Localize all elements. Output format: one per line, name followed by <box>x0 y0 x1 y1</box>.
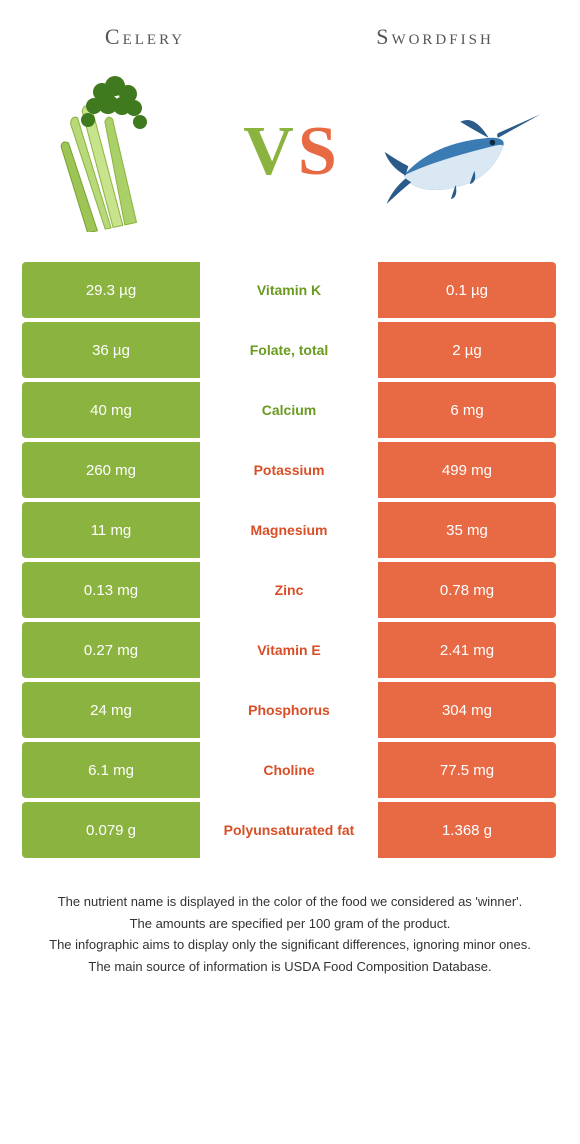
right-value: 0.78 mg <box>378 562 556 618</box>
nutrient-label: Potassium <box>200 442 378 498</box>
right-title: Swordfish <box>290 24 580 50</box>
right-value: 304 mg <box>378 682 556 738</box>
celery-image <box>30 72 200 232</box>
footer-line-3: The infographic aims to display only the… <box>38 935 542 955</box>
table-row: 40 mgCalcium6 mg <box>22 382 558 438</box>
left-value: 260 mg <box>22 442 200 498</box>
vs-v: V <box>243 112 294 192</box>
table-row: 0.13 mgZinc0.78 mg <box>22 562 558 618</box>
left-value: 24 mg <box>22 682 200 738</box>
table-row: 0.27 mgVitamin E2.41 mg <box>22 622 558 678</box>
swordfish-image <box>380 72 550 232</box>
table-row: 29.3 µgVitamin K0.1 µg <box>22 262 558 318</box>
right-value: 1.368 g <box>378 802 556 858</box>
nutrient-label: Vitamin E <box>200 622 378 678</box>
right-value: 77.5 mg <box>378 742 556 798</box>
table-row: 260 mgPotassium499 mg <box>22 442 558 498</box>
right-value: 35 mg <box>378 502 556 558</box>
table-row: 36 µgFolate, total2 µg <box>22 322 558 378</box>
footer-line-4: The main source of information is USDA F… <box>38 957 542 977</box>
table-row: 0.079 gPolyunsaturated fat1.368 g <box>22 802 558 858</box>
right-value: 0.1 µg <box>378 262 556 318</box>
table-row: 11 mgMagnesium35 mg <box>22 502 558 558</box>
left-value: 0.079 g <box>22 802 200 858</box>
nutrient-label: Choline <box>200 742 378 798</box>
vs-label: VS <box>243 112 337 192</box>
right-value: 2.41 mg <box>378 622 556 678</box>
comparison-table: 29.3 µgVitamin K0.1 µg36 µgFolate, total… <box>22 262 558 858</box>
nutrient-label: Zinc <box>200 562 378 618</box>
nutrient-label: Polyunsaturated fat <box>200 802 378 858</box>
left-value: 36 µg <box>22 322 200 378</box>
nutrient-label: Calcium <box>200 382 378 438</box>
left-value: 40 mg <box>22 382 200 438</box>
nutrient-label: Folate, total <box>200 322 378 378</box>
footer-line-1: The nutrient name is displayed in the co… <box>38 892 542 912</box>
nutrient-label: Phosphorus <box>200 682 378 738</box>
left-value: 0.27 mg <box>22 622 200 678</box>
right-value: 499 mg <box>378 442 556 498</box>
left-value: 11 mg <box>22 502 200 558</box>
footer-notes: The nutrient name is displayed in the co… <box>38 892 542 976</box>
left-title: Celery <box>0 24 290 50</box>
right-value: 6 mg <box>378 382 556 438</box>
right-value: 2 µg <box>378 322 556 378</box>
header: Celery Swordfish <box>0 0 580 62</box>
left-value: 6.1 mg <box>22 742 200 798</box>
left-value: 29.3 µg <box>22 262 200 318</box>
left-value: 0.13 mg <box>22 562 200 618</box>
hero: VS <box>0 62 580 252</box>
table-row: 24 mgPhosphorus304 mg <box>22 682 558 738</box>
vs-s: S <box>298 112 337 192</box>
nutrient-label: Magnesium <box>200 502 378 558</box>
footer-line-2: The amounts are specified per 100 gram o… <box>38 914 542 934</box>
nutrient-label: Vitamin K <box>200 262 378 318</box>
table-row: 6.1 mgCholine77.5 mg <box>22 742 558 798</box>
